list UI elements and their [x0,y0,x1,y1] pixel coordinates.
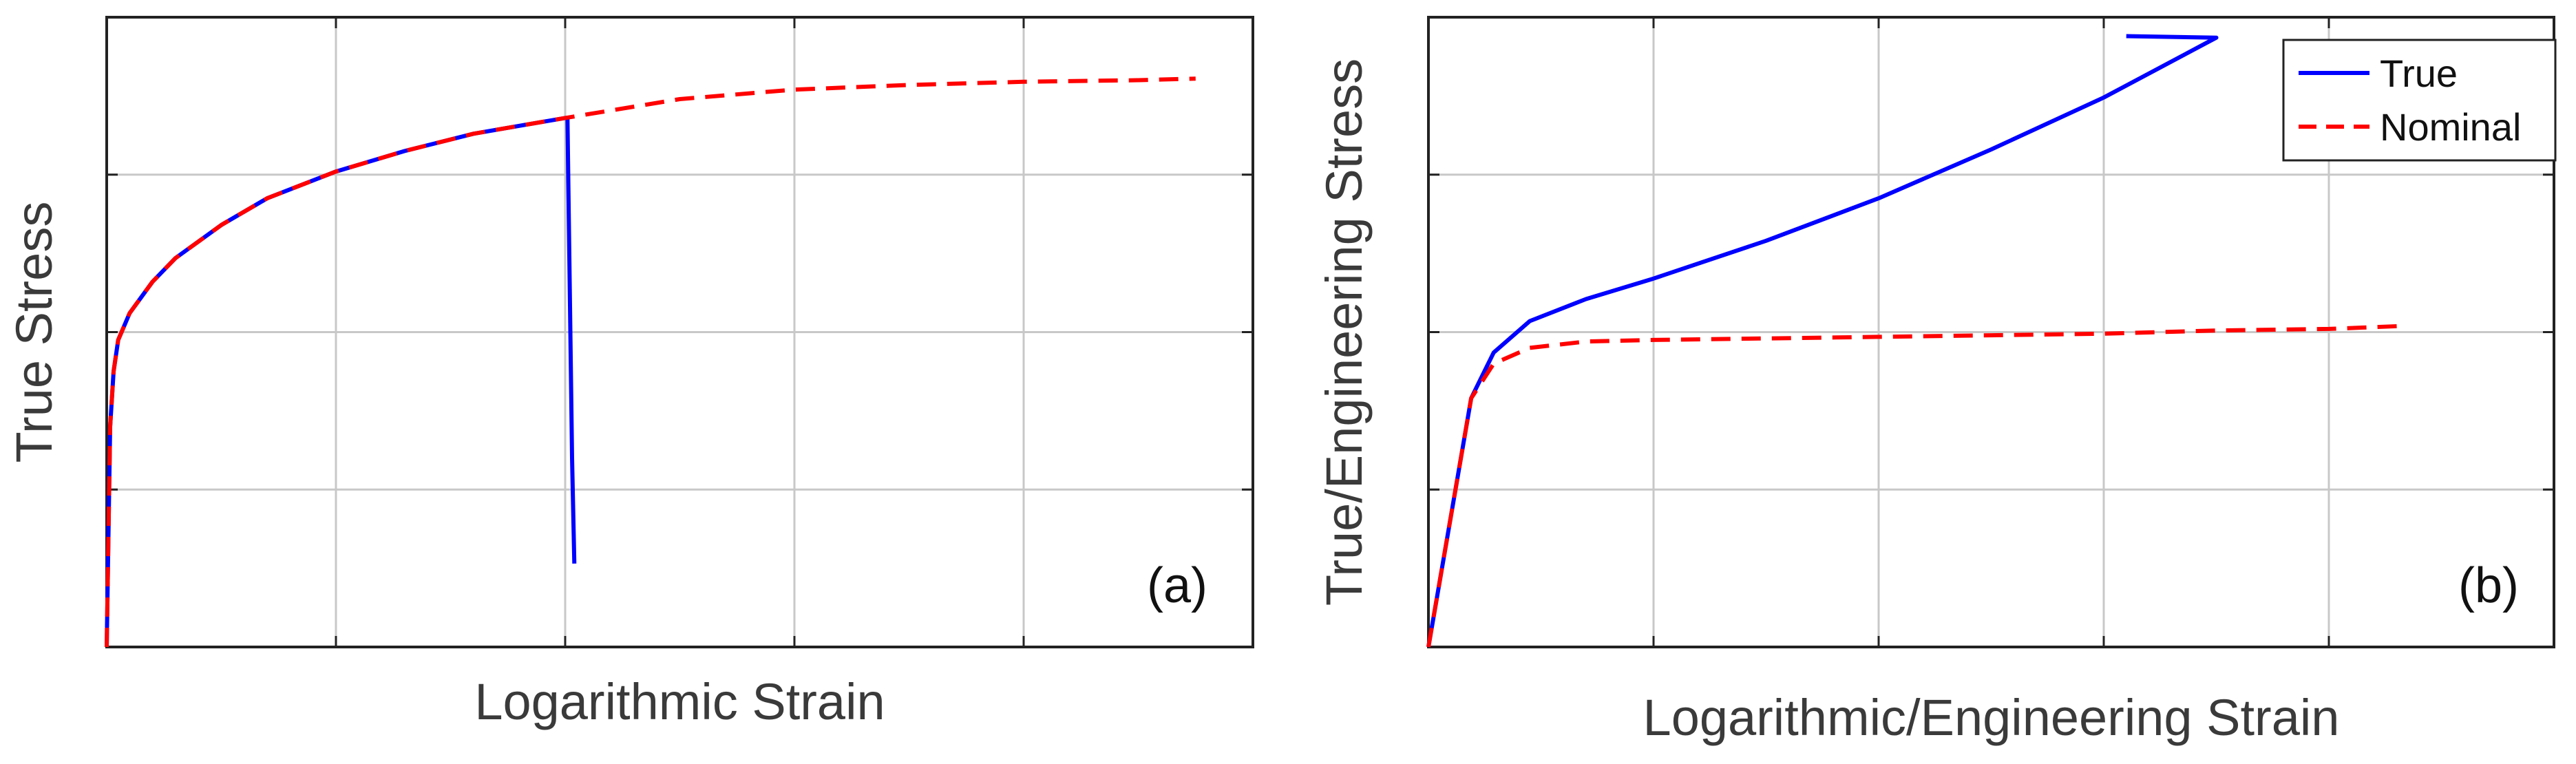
panel-label: (b) [2458,558,2519,613]
chart-panel-a: Logarithmic Strain True Stress (a) [6,16,1254,730]
x-axis-label: Logarithmic Strain [474,673,885,730]
series-line-dashed [105,76,1196,648]
plot-frame [1427,16,2555,648]
y-axis-label: True/Engineering Stress [1316,59,1373,606]
plot-frame [105,16,1254,648]
x-axis-label: Logarithmic/Engineering Strain [1643,689,2340,746]
panel-label: (a) [1147,558,1207,613]
legend-box [2282,39,2557,162]
chart-panel-b: Logarithmic/Engineering Strain True/Engin… [1316,16,2557,746]
y-axis-label: True Stress [6,202,63,463]
series-line-true [1426,34,2219,648]
legend-entry: True [2380,52,2458,95]
legend-entry: Nominal [2380,105,2521,149]
series-line-nominal [1426,323,2408,648]
legend: True Nominal [2282,39,2557,162]
series-line-solid [105,116,577,648]
